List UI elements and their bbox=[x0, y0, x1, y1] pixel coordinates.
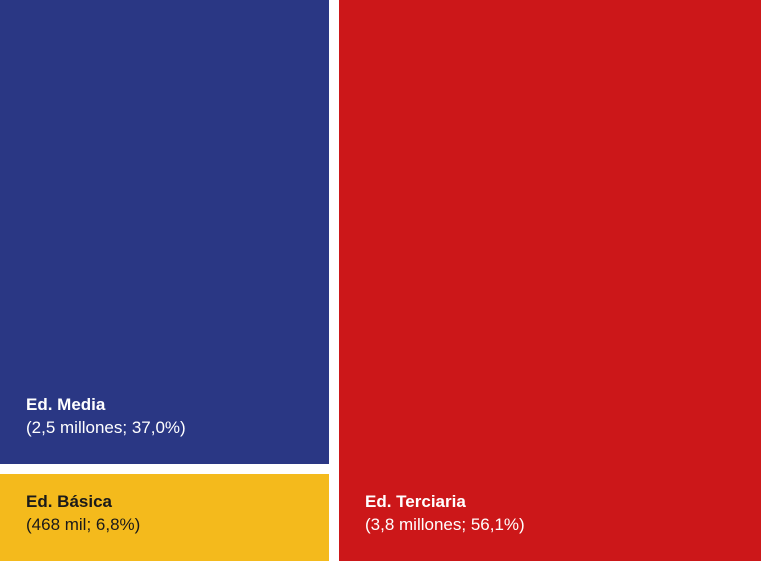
tile-ed-basica: Ed. Básica (468 mil; 6,8%) bbox=[0, 474, 329, 561]
tile-value-ed-media: (2,5 millones; 37,0%) bbox=[26, 418, 186, 438]
tile-ed-terciaria: Ed. Terciaria (3,8 millones; 56,1%) bbox=[339, 0, 761, 561]
tile-label-ed-basica: Ed. Básica (468 mil; 6,8%) bbox=[26, 491, 140, 537]
tile-label-ed-media: Ed. Media (2,5 millones; 37,0%) bbox=[26, 394, 186, 440]
tile-label-ed-terciaria: Ed. Terciaria (3,8 millones; 56,1%) bbox=[365, 491, 525, 537]
tile-name-ed-basica: Ed. Básica bbox=[26, 492, 112, 512]
tile-value-ed-basica: (468 mil; 6,8%) bbox=[26, 515, 141, 535]
tile-name-ed-media: Ed. Media bbox=[26, 395, 106, 415]
tile-ed-media: Ed. Media (2,5 millones; 37,0%) bbox=[0, 0, 329, 464]
tile-name-ed-terciaria: Ed. Terciaria bbox=[365, 492, 466, 512]
tile-value-ed-terciaria: (3,8 millones; 56,1%) bbox=[365, 515, 525, 535]
